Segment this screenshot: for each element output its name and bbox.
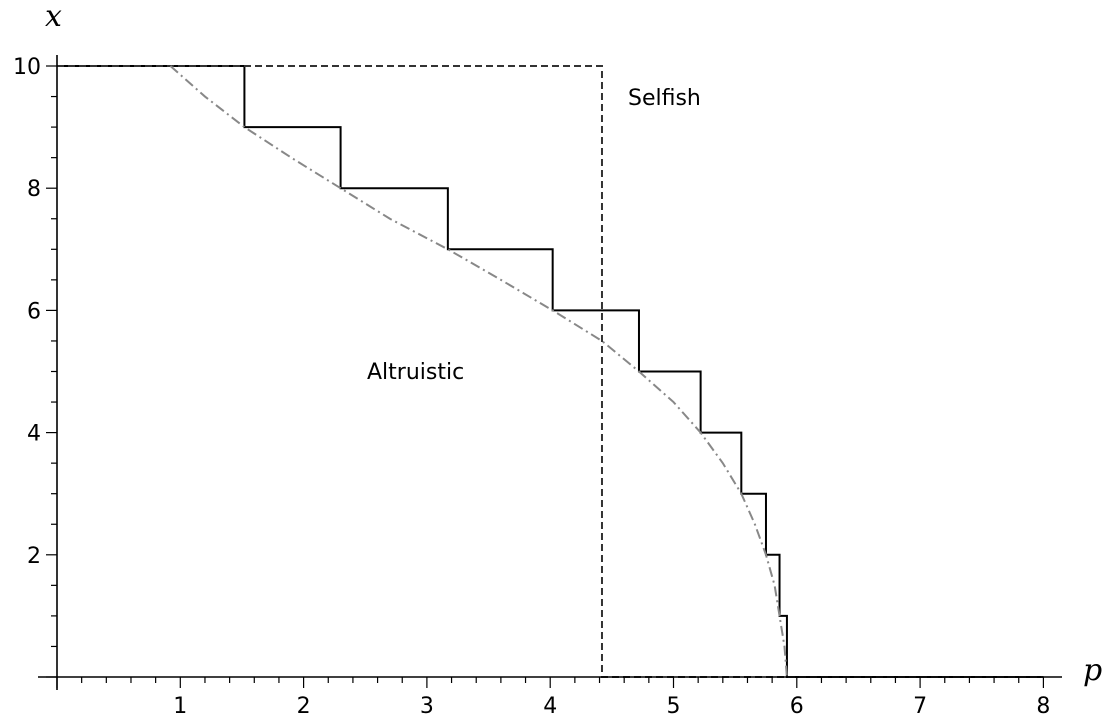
y-tick-label: 2: [27, 544, 41, 569]
series-dashed-line: [57, 65, 1044, 678]
x-tick-label: 3: [420, 694, 434, 719]
y-ticks: 2 4 6 8 10: [13, 55, 57, 678]
x-tick-label: 5: [667, 694, 681, 719]
x-tick-label: 6: [790, 694, 804, 719]
axes: 1 2 3 4 5 6 7 8 2 4 6 8 10: [13, 55, 1062, 719]
x-tick-label: 1: [173, 694, 187, 719]
x-axis-label: p: [1083, 653, 1102, 688]
series-solid-line: [57, 65, 1044, 678]
x-tick-label: 8: [1036, 694, 1050, 719]
y-tick-label: 10: [13, 55, 41, 80]
y-tick-label: 8: [27, 177, 41, 202]
y-tick-label: 6: [27, 299, 41, 324]
plot-lines: [57, 65, 1044, 678]
x-tick-label: 4: [543, 694, 557, 719]
x-tick-label: 2: [297, 694, 311, 719]
x-tick-label: 7: [913, 694, 927, 719]
x-ticks: 1 2 3 4 5 6 7 8: [56, 677, 1050, 719]
annotation-selfish: Selfish: [628, 86, 701, 111]
series-dashdot-line: [169, 65, 788, 678]
annotation-altruistic: Altruistic: [367, 360, 464, 385]
y-axis-label: x: [45, 0, 62, 34]
y-tick-label: 4: [27, 422, 41, 447]
